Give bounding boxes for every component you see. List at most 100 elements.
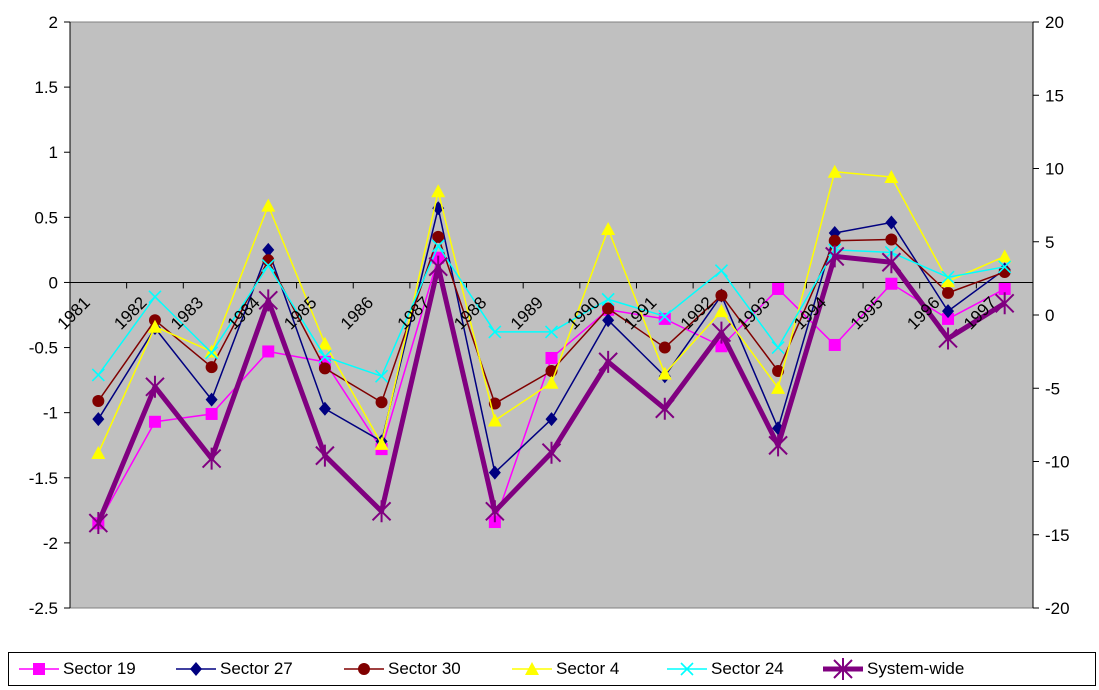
data-point <box>998 260 1012 274</box>
legend: Sector 19 Sector 27 Sector 30 Sector 4 Secto… <box>8 652 1096 686</box>
legend-label: Sector 27 <box>220 659 293 678</box>
data-point <box>205 346 219 360</box>
data-point <box>998 282 1011 295</box>
right-tick-label: -10 <box>1045 453 1070 472</box>
legend-item: System-wide <box>821 653 964 685</box>
data-point <box>602 313 615 328</box>
data-point <box>317 336 332 350</box>
data-point <box>602 302 615 315</box>
data-point <box>374 369 389 383</box>
axes: 2 1.5 1 0.5 0 -0.5 -1 -1.5 -2 -2.5 20 15 10 5 0 -5 -10 -1… <box>29 13 1070 618</box>
data-point <box>258 289 278 312</box>
data-point <box>318 401 331 416</box>
legend-label: System-wide <box>867 659 965 678</box>
data-point <box>942 304 955 319</box>
left-tick-label: -0.5 <box>29 339 58 358</box>
right-tick-label: 10 <box>1045 160 1064 179</box>
data-point <box>91 446 106 460</box>
legend-label: Sector 24 <box>711 659 784 678</box>
data-point <box>488 465 501 480</box>
legend-item: Sector 4 <box>510 653 619 685</box>
data-point <box>601 222 616 236</box>
left-tick-label: -1 <box>43 404 58 423</box>
data-point <box>714 264 729 278</box>
data-point <box>771 340 785 355</box>
data-point <box>374 436 389 450</box>
data-point <box>261 258 275 273</box>
data-point <box>544 375 559 389</box>
data-point <box>205 392 218 407</box>
legend-item: Sector 19 <box>17 653 136 685</box>
series-system-wide <box>88 245 1015 535</box>
data-point <box>488 325 502 339</box>
data-point <box>145 375 165 398</box>
legend-swatch <box>176 662 216 676</box>
series-layer <box>88 164 1015 535</box>
left-tick-label: -1.5 <box>29 469 58 488</box>
data-point <box>148 415 161 428</box>
data-point <box>941 270 955 284</box>
data-point <box>91 368 105 382</box>
data-point <box>657 366 672 380</box>
left-tick-label: 0.5 <box>34 208 58 227</box>
data-point <box>204 344 219 358</box>
data-point <box>942 286 955 299</box>
data-point <box>885 233 898 246</box>
data-point <box>92 412 105 427</box>
data-point <box>318 362 331 375</box>
legend-label: Sector 19 <box>63 659 136 678</box>
data-point <box>828 234 841 247</box>
data-point <box>938 327 958 350</box>
data-point <box>262 345 275 358</box>
right-tick-label: 0 <box>1045 306 1054 325</box>
series-sector-4 <box>91 164 1012 460</box>
data-point <box>825 245 845 268</box>
data-point <box>885 215 898 230</box>
data-point <box>261 198 276 212</box>
data-point <box>88 512 109 535</box>
legend-swatch <box>823 658 863 680</box>
data-point <box>714 304 729 318</box>
data-point <box>655 397 675 420</box>
legend-swatch <box>344 663 384 675</box>
right-tick-label: -5 <box>1045 379 1060 398</box>
chart: 2 1.5 1 0.5 0 -0.5 -1 -1.5 -2 -2.5 20 15 10 5 0 -5 -10 -1… <box>29 13 1070 618</box>
series-sector-24 <box>91 239 1012 383</box>
data-point <box>601 292 615 306</box>
right-tick-label: 15 <box>1045 86 1064 105</box>
right-tick-label: 20 <box>1045 13 1064 32</box>
data-point <box>545 412 558 427</box>
data-point <box>428 255 448 278</box>
legend-label: Sector 4 <box>556 659 620 678</box>
data-point <box>884 169 899 183</box>
data-point <box>432 230 445 243</box>
legend-swatch <box>512 662 552 675</box>
data-point <box>994 292 1015 315</box>
data-point <box>431 239 445 253</box>
data-point <box>544 325 559 339</box>
data-point <box>205 361 218 374</box>
data-point <box>942 312 955 325</box>
data-point <box>375 396 388 409</box>
data-point <box>941 274 956 288</box>
right-tick-label: -15 <box>1045 526 1070 545</box>
data-point <box>92 394 105 407</box>
left-tick-label: 2 <box>49 13 58 32</box>
legend-item: Sector 24 <box>665 653 784 685</box>
data-point <box>485 500 505 523</box>
data-point <box>147 319 162 333</box>
data-point <box>487 413 502 427</box>
data-point <box>148 290 162 304</box>
data-point <box>997 249 1012 263</box>
left-tick-label: -2 <box>43 534 58 553</box>
data-point <box>881 251 902 274</box>
right-tick-label: -20 <box>1045 599 1070 618</box>
left-tick-label: 1.5 <box>34 78 58 97</box>
data-point <box>771 380 786 394</box>
data-point <box>201 447 222 470</box>
data-point <box>598 350 618 373</box>
legend-item: Sector 27 <box>174 653 293 685</box>
data-point <box>772 282 785 295</box>
right-tick-label: 5 <box>1045 233 1054 252</box>
data-point <box>541 441 562 464</box>
